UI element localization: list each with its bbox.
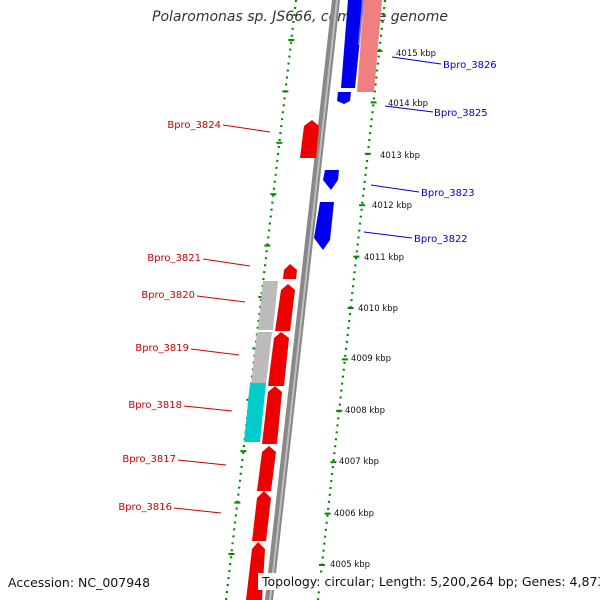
gene-bpro-3824-arrow[interactable] (300, 120, 319, 158)
gene-bpro-3818-arrow[interactable] (262, 386, 282, 444)
gene-label-bpro-3825[interactable]: Bpro_3825 (434, 108, 488, 119)
label-leader-bpro-3817 (177, 459, 227, 466)
gene-label-bpro-3822[interactable]: Bpro_3822 (414, 234, 468, 245)
kbp-tick-label: 4015 kbp (396, 49, 436, 59)
gene-bpro-next-arrow[interactable] (246, 542, 265, 600)
label-leader-bpro-3821 (202, 258, 251, 267)
gene-bpro-3820-arrow[interactable] (275, 284, 295, 331)
gene-label-bpro-3818[interactable]: Bpro_3818 (128, 400, 182, 411)
gene-bpro-3821-arrow[interactable] (283, 264, 297, 279)
gene-bpro-3817-arrow[interactable] (257, 446, 276, 491)
kbp-tick-label: 4009 kbp (351, 354, 391, 364)
gene-label-bpro-3820[interactable]: Bpro_3820 (141, 290, 195, 301)
gene-label-bpro-3823[interactable]: Bpro_3823 (421, 188, 475, 199)
gene-bpro-3819-arrow[interactable] (268, 332, 289, 386)
kbp-scale-labels: 4015 kbp 4014 kbp 4013 kbp 4012 kbp 4011… (330, 49, 436, 570)
kbp-tick-label: 4013 kbp (380, 151, 420, 161)
gene-label-bpro-3817[interactable]: Bpro_3817 (122, 454, 176, 465)
gene-label-bpro-3824[interactable]: Bpro_3824 (167, 120, 221, 131)
kbp-tick-label: 4010 kbp (358, 304, 398, 314)
kbp-tick-label: 4012 kbp (372, 201, 412, 211)
label-leader-bpro-3820 (196, 295, 246, 303)
label-leader-bpro-3818 (183, 405, 233, 412)
inner-dotted-ruler (316, 0, 387, 600)
kbp-tick-label: 4014 kbp (388, 99, 428, 109)
label-leader-bpro-3823 (370, 184, 420, 193)
label-leader-bpro-3824 (222, 124, 271, 133)
label-leader-bpro-3819 (190, 348, 240, 356)
label-leader-bpro-3825 (384, 105, 434, 113)
gene-bpro-3819-rna[interactable] (251, 332, 272, 385)
gene-bpro-3823-arrow[interactable] (323, 170, 339, 190)
topology-label: Topology: circular; Length: 5,200,264 bp… (258, 573, 600, 590)
kbp-tick-label: 4007 kbp (339, 457, 379, 467)
gene-bpro-3825-arrow[interactable] (337, 92, 351, 104)
label-leader-bpro-3826 (391, 56, 442, 65)
gene-bpro-3822-arrow[interactable] (314, 202, 334, 250)
accession-label: Accession: NC_007948 (8, 575, 151, 590)
label-leader-bpro-3816 (173, 507, 222, 514)
kbp-tick-label: 4011 kbp (364, 253, 404, 263)
gene-label-bpro-3826[interactable]: Bpro_3826 (443, 60, 497, 71)
kbp-tick-label: 4006 kbp (334, 509, 374, 519)
gene-bpro-3820-rna[interactable] (258, 281, 278, 330)
gene-bpro-3816-arrow[interactable] (252, 491, 271, 541)
gene-bpro-3818-highlight[interactable] (244, 383, 266, 442)
gene-bpro-3826-forward-segment[interactable] (357, 0, 382, 92)
outer-dotted-ruler (224, 0, 298, 600)
gene-label-bpro-3816[interactable]: Bpro_3816 (118, 502, 172, 513)
backbone-highlight (269, 0, 338, 600)
label-leader-bpro-3822 (363, 231, 413, 239)
gene-label-bpro-3821[interactable]: Bpro_3821 (147, 253, 201, 264)
kbp-tick-label: 4008 kbp (345, 406, 385, 416)
gene-label-bpro-3819[interactable]: Bpro_3819 (135, 343, 189, 354)
gene-bpro-3826-arrow[interactable] (341, 0, 364, 88)
kbp-tick-label: 4005 kbp (330, 560, 370, 570)
